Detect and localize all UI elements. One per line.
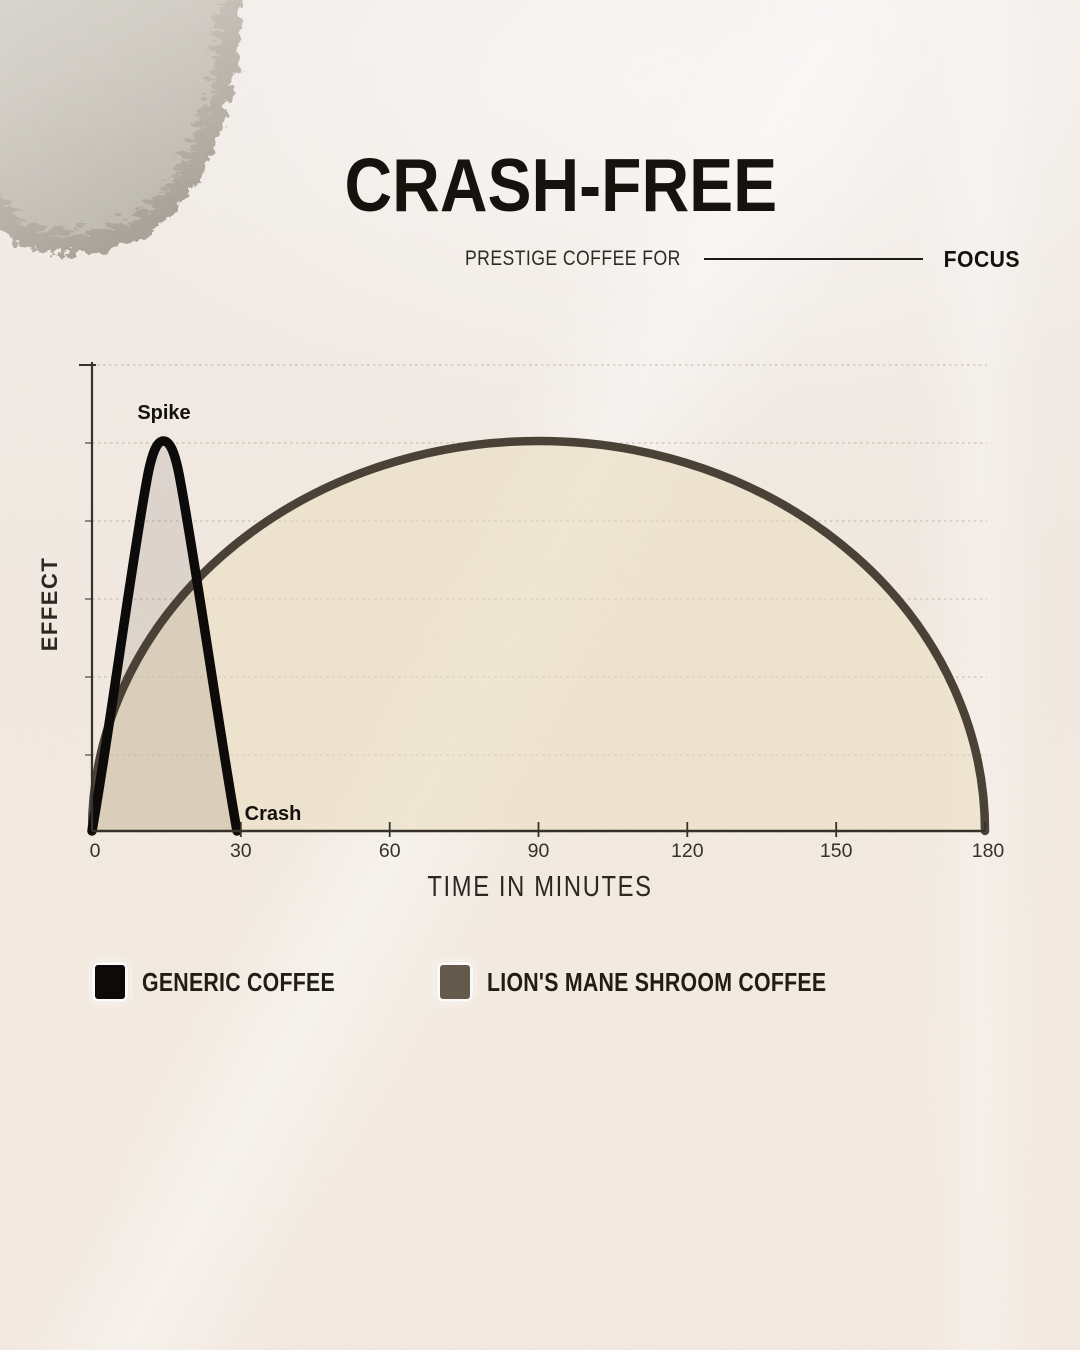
legend-swatch-lions-mane (437, 962, 474, 1002)
legend-label-generic-coffee: GENERIC COFFEE (142, 966, 335, 997)
legend-item-lions-mane: LION'S MANE SHROOM COFFEE (437, 962, 859, 1002)
x-tick-150: 150 (820, 840, 853, 862)
legend-label-lions-mane: LION'S MANE SHROOM COFFEE (487, 966, 827, 997)
chart-legend: GENERIC COFFEE LION'S MANE SHROOM COFFEE (92, 962, 859, 1002)
annotation-spike: Spike (137, 402, 190, 424)
x-tick-90: 90 (528, 840, 550, 862)
x-tick-0: 0 (90, 840, 101, 862)
x-tick-180: 180 (972, 840, 1005, 862)
x-tick-120: 120 (671, 840, 704, 862)
legend-item-generic-coffee: GENERIC COFFEE (92, 962, 335, 1002)
legend-swatch-generic-coffee (92, 962, 128, 1002)
y-axis-label: EFFECT (37, 557, 62, 652)
x-tick-labels: 0 30 60 90 120 150 180 (90, 840, 1005, 862)
x-tick-30: 30 (230, 840, 252, 862)
x-axis-label: TIME IN MINUTES (427, 870, 652, 903)
annotation-crash: Crash (245, 803, 302, 825)
x-tick-60: 60 (379, 840, 401, 862)
